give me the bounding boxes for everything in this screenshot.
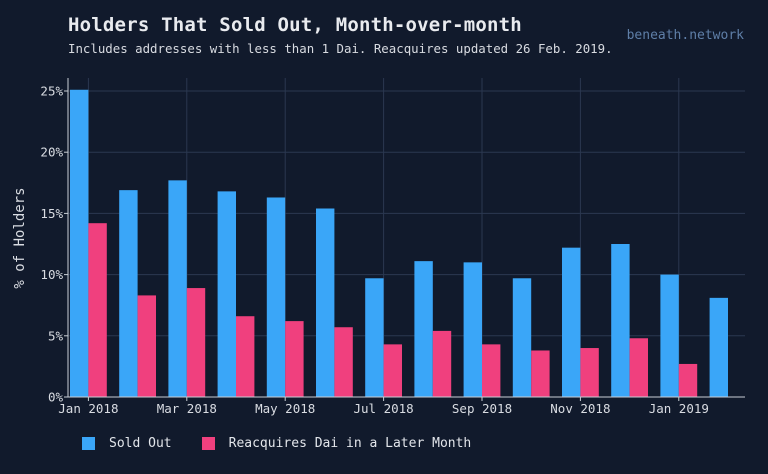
x-tick-label: Nov 2018 — [550, 401, 610, 416]
bar-reacquires — [531, 350, 550, 397]
y-tick-label: 25% — [40, 84, 63, 99]
bar-sold-out — [709, 297, 728, 397]
bar-reacquires — [482, 344, 501, 397]
bar-reacquires — [334, 327, 353, 397]
legend: Sold Out Reacquires Dai in a Later Month — [82, 436, 501, 451]
axes: 0% 5% 10% 15% 20% 25% Jan 2018 Mar 2018 May 2018… — [40, 78, 745, 416]
chart-title: Holders That Sold Out, Month-over-month — [68, 14, 522, 36]
bar-reacquires — [580, 348, 599, 397]
x-tick-label: Sep 2018 — [452, 401, 512, 416]
y-tick-label: 0% — [48, 390, 64, 405]
bar-sold-out — [119, 190, 138, 397]
bar-sold-out — [562, 247, 581, 397]
bar-reacquires — [285, 321, 304, 397]
legend-label-sold-out: Sold Out — [109, 436, 172, 451]
bar-sold-out — [217, 191, 236, 397]
bar-reacquires — [629, 338, 648, 397]
x-tick-label: May 2018 — [255, 401, 315, 416]
bar-reacquires — [137, 295, 156, 397]
bar-reacquires — [236, 316, 255, 397]
bar-reacquires — [432, 330, 452, 397]
chart-subtitle: Includes addresses with less than 1 Dai.… — [68, 41, 613, 56]
legend-item-reacquires: Reacquires Dai in a Later Month — [201, 436, 472, 451]
bar-reacquires — [678, 363, 698, 397]
bar-reacquires — [186, 288, 206, 397]
legend-item-sold-out: Sold Out — [82, 436, 172, 451]
bar-reacquires — [88, 223, 107, 397]
bar-reacquires — [383, 344, 402, 397]
bar-sold-out — [70, 89, 89, 397]
bar-sold-out — [660, 274, 679, 397]
bar-sold-out — [168, 180, 187, 397]
legend-swatch-sold-out — [82, 437, 95, 450]
bar-sold-out — [365, 278, 384, 397]
bar-sold-out — [611, 244, 630, 397]
bar-sold-out — [266, 197, 286, 397]
legend-swatch-reacquires — [201, 437, 215, 450]
y-axis-label: % of Holders — [12, 187, 28, 288]
bars — [70, 89, 728, 397]
brand-label: beneath.network — [626, 28, 744, 43]
x-tick-label: Jul 2018 — [353, 401, 413, 416]
bar-sold-out — [512, 278, 532, 397]
bar-sold-out — [463, 262, 482, 397]
y-tick-label: 10% — [40, 267, 63, 282]
x-tick-label: Jan 2018 — [58, 401, 118, 416]
legend-label-reacquires: Reacquires Dai in a Later Month — [228, 436, 472, 451]
y-tick-label: 15% — [40, 206, 63, 221]
x-tick-label: Mar 2018 — [157, 401, 217, 416]
bar-sold-out — [316, 208, 335, 397]
y-tick-label: 20% — [40, 145, 63, 160]
x-tick-label: Jan 2019 — [649, 401, 709, 416]
y-tick-label: 5% — [48, 328, 64, 343]
bar-sold-out — [414, 261, 433, 397]
